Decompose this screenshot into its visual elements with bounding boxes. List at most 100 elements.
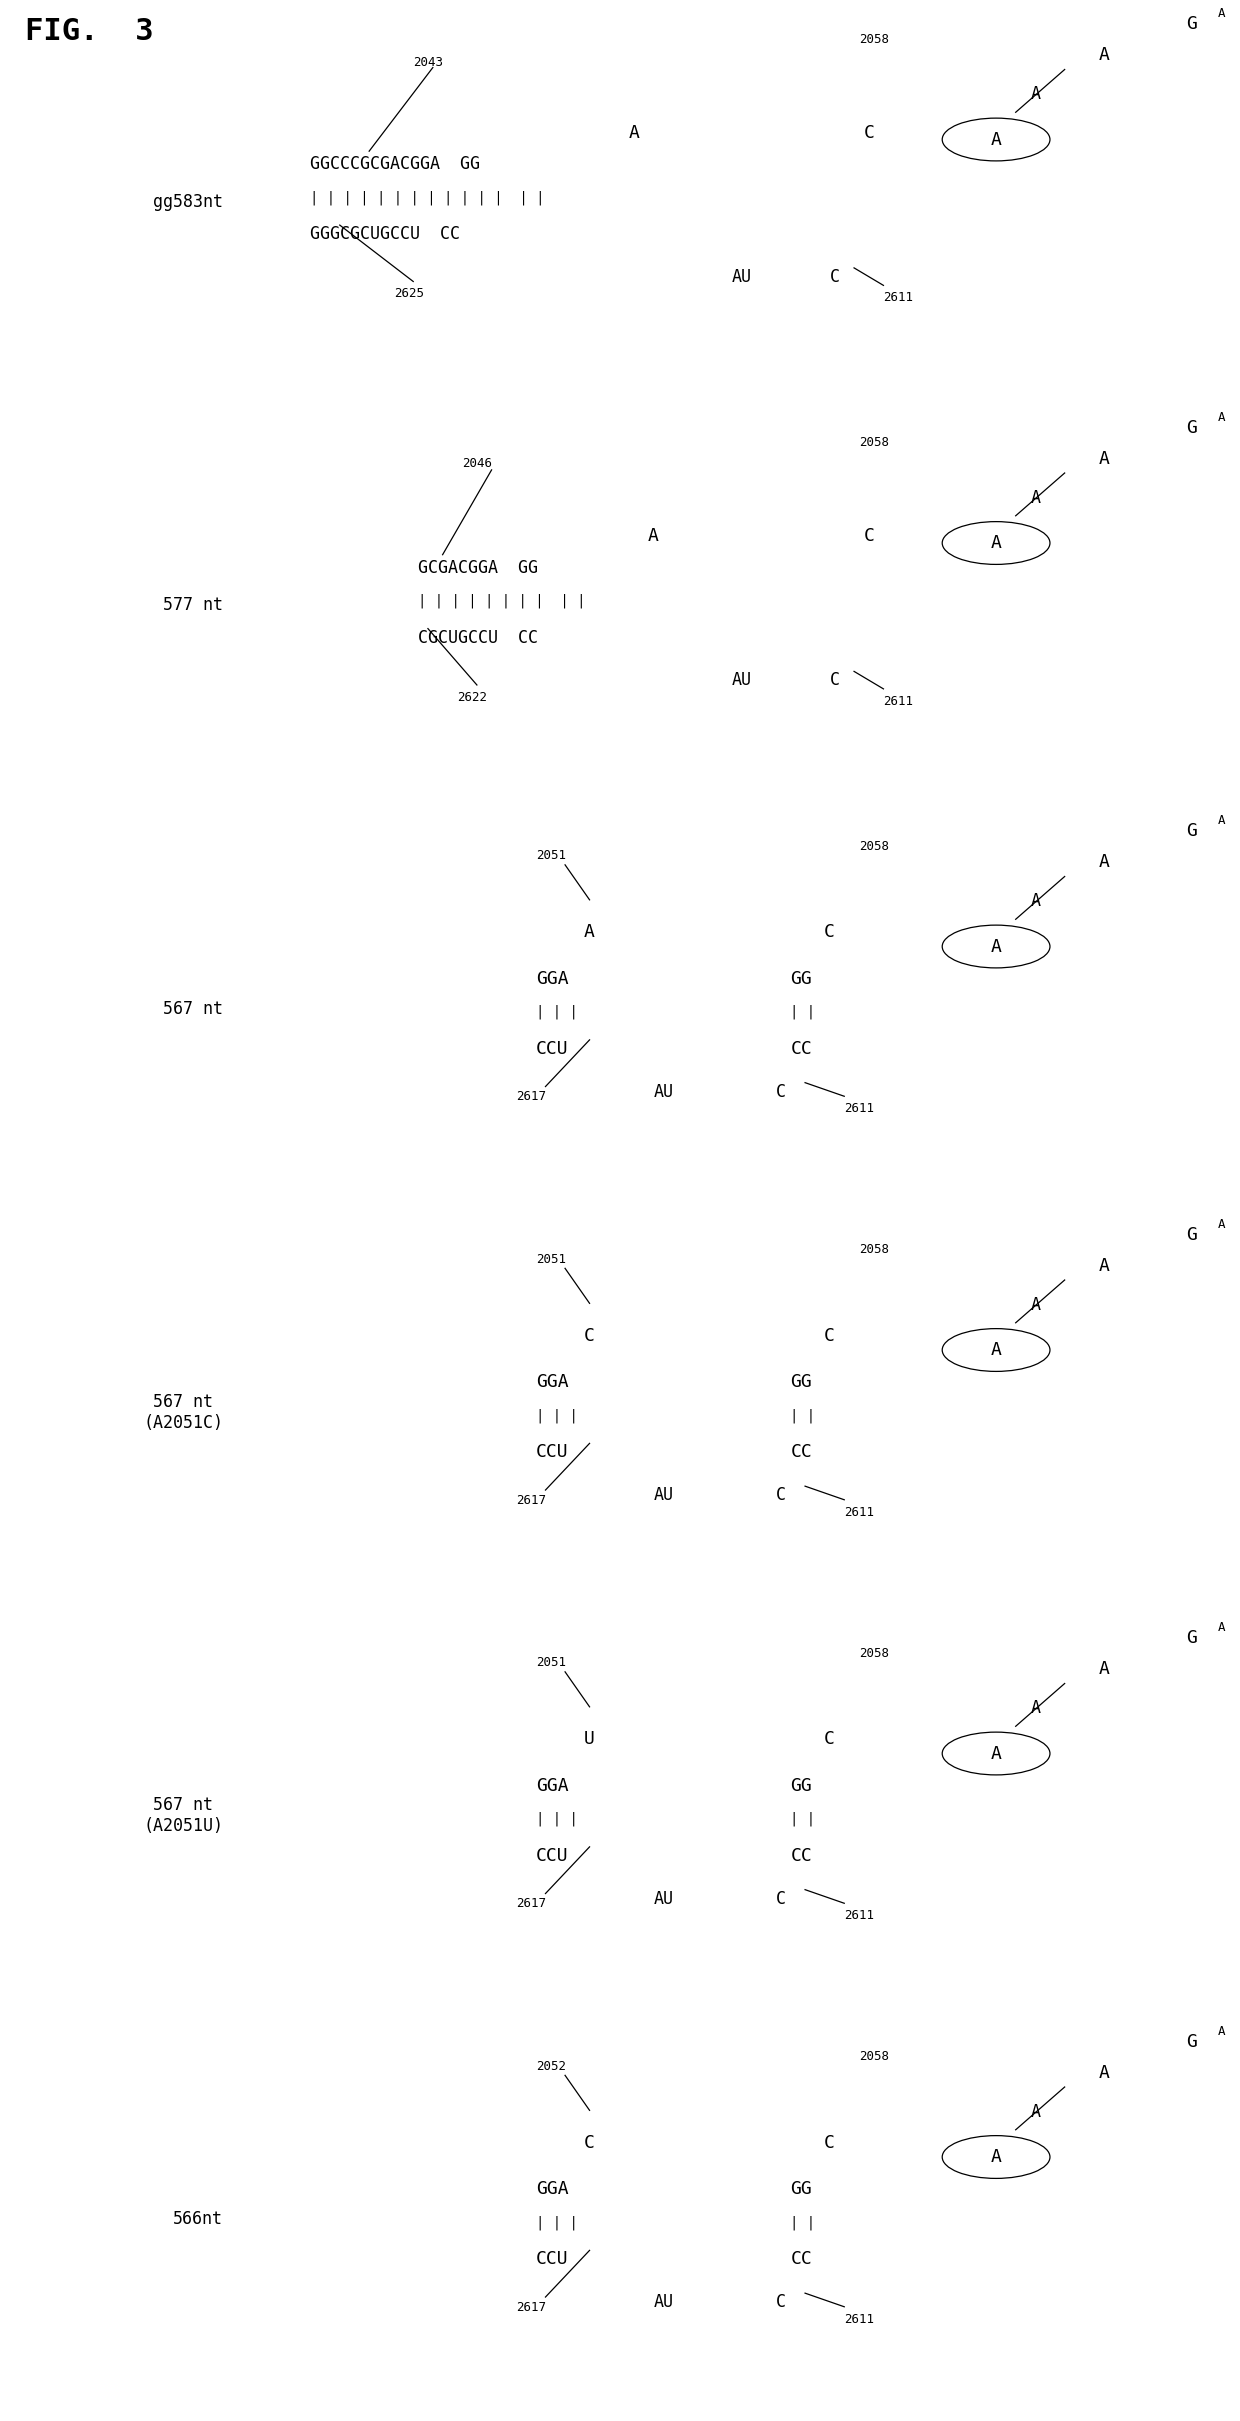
Text: | | | | | | | | | | | |  | |: | | | | | | | | | | | | | | [310,191,544,206]
Text: C: C [776,1082,786,1102]
Text: G: G [1187,419,1198,436]
Text: 567 nt
(A2051U): 567 nt (A2051U) [143,1796,223,1835]
Text: 2611: 2611 [844,1102,874,1116]
Text: FIG.  3: FIG. 3 [25,17,154,46]
Text: A: A [647,528,658,545]
Text: AU: AU [653,1486,673,1503]
Text: C: C [825,1731,835,1748]
Text: A: A [1099,450,1110,467]
Text: 2051: 2051 [536,850,565,862]
Text: C: C [825,2133,835,2152]
Text: G: G [1187,1629,1198,1646]
Text: 2611: 2611 [883,291,914,305]
Text: 566nt: 566nt [174,2210,223,2227]
Text: 2611: 2611 [844,1910,874,1922]
Text: A: A [1218,412,1225,424]
Text: A: A [1218,2024,1225,2038]
Text: | | |: | | | [536,1811,578,1825]
Text: | | |: | | | [536,2215,578,2230]
Text: A: A [991,535,1002,552]
Text: A: A [1218,813,1225,828]
Text: 2051: 2051 [536,1252,565,1266]
Text: C: C [776,1486,786,1503]
Text: gg583nt: gg583nt [154,194,223,211]
Text: A: A [1218,7,1225,19]
Text: G: G [1187,15,1198,34]
Text: A: A [1030,85,1040,104]
Text: CCU: CCU [536,1443,568,1462]
Text: CC: CC [790,1443,812,1462]
Text: A: A [629,123,639,143]
Text: GGA: GGA [536,971,568,988]
Text: A: A [1030,1295,1040,1315]
Text: A: A [1218,1218,1225,1230]
Text: C: C [830,671,839,690]
Text: GCGACGGA  GG: GCGACGGA GG [418,559,538,576]
Text: CC: CC [790,2252,812,2268]
Text: AU: AU [653,1082,673,1102]
Text: A: A [991,2147,1002,2167]
Text: | |: | | [790,2215,816,2230]
Text: AU: AU [732,671,751,690]
Text: GGCCCGCGACGGA  GG: GGCCCGCGACGGA GG [310,155,480,172]
Text: A: A [1030,2101,1040,2121]
Text: 2611: 2611 [883,695,914,707]
Text: C: C [825,1327,835,1344]
Text: GG: GG [790,2181,812,2198]
Text: | |: | | [790,1409,816,1424]
Text: GGA: GGA [536,2181,568,2198]
Text: CCU: CCU [536,1041,568,1058]
Text: C: C [776,2293,786,2312]
Text: AU: AU [653,1891,673,1908]
Text: C: C [863,123,874,143]
Text: 2622: 2622 [458,690,487,705]
Text: 2043: 2043 [413,56,443,68]
Text: 2058: 2058 [858,2051,889,2063]
Text: 567 nt
(A2051C): 567 nt (A2051C) [143,1392,223,1431]
Text: 577 nt: 577 nt [164,596,223,615]
Text: CCU: CCU [536,2252,568,2268]
Text: | |: | | [790,1005,816,1019]
Text: | | |: | | | [536,1005,578,1019]
Text: A: A [1099,852,1110,872]
Text: 2617: 2617 [516,2300,546,2314]
Text: 2046: 2046 [463,458,492,470]
Text: AU: AU [653,2293,673,2312]
Text: CGCUGCCU  CC: CGCUGCCU CC [418,629,538,646]
Text: GG: GG [790,1777,812,1794]
Text: | | |: | | | [536,1409,578,1424]
Text: A: A [991,1746,1002,1762]
Text: 2617: 2617 [516,1898,546,1910]
Text: GGGCGCUGCCU  CC: GGGCGCUGCCU CC [310,225,460,242]
Text: GG: GG [790,1373,812,1392]
Text: A: A [1099,2063,1110,2082]
Text: 2058: 2058 [858,1242,889,1256]
Text: GG: GG [790,971,812,988]
Text: A: A [991,937,1002,956]
Text: C: C [584,2133,595,2152]
Text: A: A [1030,1700,1040,1716]
Text: G: G [1187,2034,1198,2051]
Text: C: C [776,1891,786,1908]
Text: | |: | | [790,1811,816,1825]
Text: C: C [584,1327,595,1344]
Text: | | | | | | | |  | |: | | | | | | | | | | [418,593,585,608]
Text: C: C [825,922,835,942]
Text: 2058: 2058 [858,31,889,46]
Text: A: A [991,131,1002,148]
Text: CC: CC [790,1041,812,1058]
Text: 2058: 2058 [858,1646,889,1658]
Text: GGA: GGA [536,1373,568,1392]
Text: CC: CC [790,1847,812,1864]
Text: A: A [1099,46,1110,65]
Text: 2058: 2058 [858,840,889,852]
Text: A: A [1099,1661,1110,1678]
Text: AU: AU [732,269,751,286]
Text: CCU: CCU [536,1847,568,1864]
Text: 2625: 2625 [393,288,424,300]
Text: A: A [1099,1256,1110,1276]
Text: A: A [1030,489,1040,506]
Text: G: G [1187,823,1198,840]
Text: A: A [584,922,595,942]
Text: C: C [863,528,874,545]
